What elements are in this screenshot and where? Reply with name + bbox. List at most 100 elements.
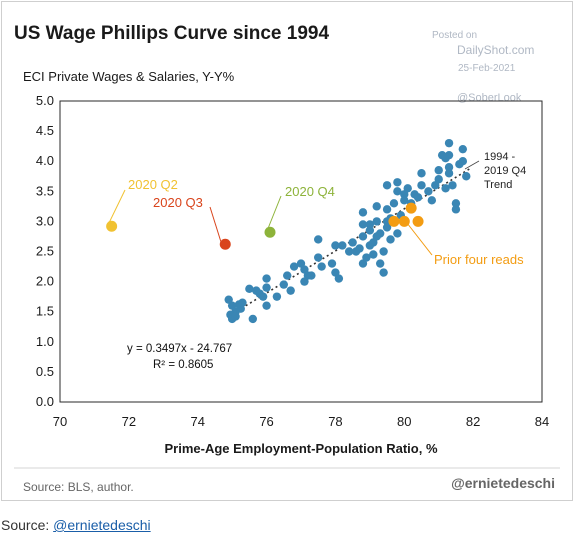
highlight-point — [106, 220, 118, 232]
data-point — [283, 271, 292, 280]
data-point — [362, 253, 371, 262]
data-point — [379, 247, 388, 256]
data-point — [393, 178, 402, 187]
data-point — [307, 271, 316, 280]
highlight-point — [264, 226, 276, 238]
data-point — [413, 193, 423, 202]
y-tick-label: 0.5 — [36, 364, 54, 379]
data-point — [358, 232, 368, 241]
data-point — [358, 208, 368, 217]
data-point — [365, 226, 375, 235]
data-point — [262, 283, 271, 292]
prior-reads-connector — [406, 222, 433, 256]
source-link[interactable]: @ernietedeschi — [53, 517, 151, 533]
data-point — [417, 181, 426, 190]
data-point — [365, 220, 375, 229]
caption-prefix: Source: — [1, 517, 54, 533]
data-point — [389, 199, 399, 208]
watermark-site: DailyShot.com — [457, 43, 534, 57]
data-point — [444, 163, 454, 172]
y-tick-label: 1.0 — [36, 334, 54, 349]
data-point — [338, 241, 347, 250]
q2-connector — [107, 189, 126, 226]
data-point — [334, 274, 344, 283]
data-point — [382, 205, 392, 214]
chart-subtitle: ECI Private Wages & Salaries, Y-Y% — [23, 69, 235, 84]
x-tick-label: 84 — [535, 414, 549, 429]
data-point — [245, 284, 254, 294]
x-tick-label: 82 — [466, 414, 480, 429]
trend-label-connector — [464, 160, 480, 170]
x-tick-label: 72 — [122, 414, 136, 429]
data-point — [458, 157, 468, 166]
data-point — [375, 259, 385, 268]
y-tick-label: 4.0 — [36, 153, 54, 168]
data-point — [393, 187, 402, 196]
data-point — [444, 169, 454, 178]
data-point — [375, 229, 385, 238]
data-point — [286, 286, 295, 295]
data-point — [382, 181, 392, 190]
data-point — [451, 205, 461, 214]
data-point — [369, 250, 378, 259]
q3-connector — [209, 206, 222, 243]
data-point — [451, 199, 461, 208]
trend-label-line-1: 1994 - — [484, 151, 516, 163]
label-2020-q3: 2020 Q3 — [153, 195, 203, 210]
chart-svg: US Wage Phillips Curve since 1994 ECI Pr… — [14, 23, 560, 494]
plot-frame — [59, 100, 543, 403]
data-point — [400, 196, 409, 205]
trend-equation: y = 0.3497x - 24.767 — [127, 343, 232, 355]
x-tick-label: 80 — [397, 414, 411, 429]
scatter-points — [224, 138, 471, 324]
data-point — [348, 238, 357, 247]
data-point — [372, 217, 381, 226]
x-tick-label: 78 — [328, 414, 342, 429]
data-point — [289, 262, 299, 271]
prior-read-point — [412, 215, 424, 227]
data-point — [279, 280, 288, 289]
y-tick-label: 2.5 — [36, 244, 54, 259]
data-point — [427, 196, 437, 205]
data-point — [327, 259, 337, 268]
y-tick-label: 1.5 — [36, 304, 54, 319]
x-axis-label: Prime-Age Employment-Population Ratio, % — [164, 441, 437, 456]
trend-label-line-2: 2019 Q4 — [484, 165, 526, 177]
watermark-handle: @SoberLook — [457, 92, 522, 104]
chart-title: US Wage Phillips Curve since 1994 — [14, 23, 329, 44]
data-point — [386, 235, 395, 244]
watermark-posted-on: Posted on — [432, 30, 477, 41]
data-point — [448, 181, 457, 190]
source-caption: Source: @ernietedeschi — [1, 517, 151, 533]
x-tick-label: 70 — [53, 414, 67, 429]
prior-read-point — [405, 202, 417, 214]
data-point — [358, 220, 368, 229]
data-point — [393, 229, 402, 238]
data-point — [231, 312, 240, 321]
prior-reads-label: Prior four reads — [434, 252, 524, 267]
y-axis: 0.0 0.5 1.0 1.5 2.0 2.5 3.0 3.5 4.0 4.5 5.0 — [36, 93, 54, 409]
data-point — [379, 268, 388, 277]
trend-r-squared: R² = 0.8605 — [153, 359, 213, 371]
data-point — [444, 150, 454, 160]
trend-label-line-3: Trend — [484, 179, 512, 191]
prior-read-point — [388, 215, 400, 227]
label-2020-q4: 2020 Q4 — [285, 184, 335, 199]
data-point — [262, 274, 271, 283]
highlight-points — [106, 220, 276, 250]
data-point — [345, 247, 354, 256]
y-tick-label: 3.5 — [36, 183, 54, 198]
y-tick-label: 3.0 — [36, 213, 54, 228]
y-tick-label: 5.0 — [36, 93, 54, 108]
data-point — [262, 301, 271, 310]
x-tick-label: 74 — [190, 414, 204, 429]
data-point — [355, 244, 364, 253]
data-point — [317, 262, 326, 271]
data-point — [238, 298, 247, 307]
data-point — [458, 144, 468, 154]
highlight-point — [219, 238, 231, 250]
data-point — [417, 169, 426, 178]
data-point — [314, 253, 323, 262]
data-point — [441, 184, 450, 193]
y-tick-label: 0.0 — [36, 394, 54, 409]
